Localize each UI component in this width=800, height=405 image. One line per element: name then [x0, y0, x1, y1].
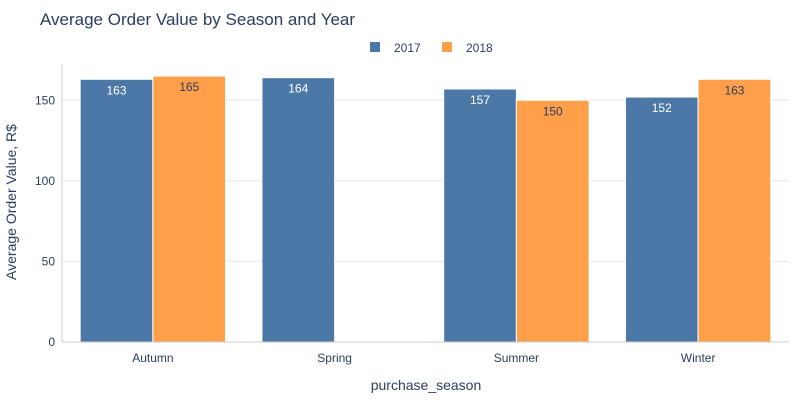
- axis-layer: 0 50 100 150 Autumn Spring Summer Winter: [35, 64, 789, 365]
- bar: [79, 78, 154, 343]
- x-tick-label: Spring: [317, 351, 352, 365]
- x-axis-title: purchase_season: [371, 377, 482, 393]
- x-tick-label: Summer: [494, 351, 539, 365]
- legend-item[interactable]: 2018: [442, 41, 493, 55]
- legend[interactable]: 2017 2018: [370, 41, 493, 55]
- bar-layer: [79, 75, 772, 343]
- legend-swatch: [370, 42, 380, 52]
- legend-swatch: [442, 42, 452, 52]
- y-axis-title: Average Order Value, R$: [3, 124, 19, 280]
- data-label: 165: [179, 80, 199, 94]
- y-tick-label: 50: [42, 254, 56, 268]
- chart-title: Average Order Value by Season and Year: [40, 10, 356, 29]
- x-tick-label: Winter: [681, 351, 716, 365]
- bar: [443, 88, 517, 343]
- data-label: 163: [724, 83, 744, 97]
- data-label: 150: [543, 104, 563, 118]
- bar: [697, 78, 772, 343]
- label-layer: 163 165 164 157 150 152 163: [107, 80, 745, 118]
- bar: [261, 77, 336, 343]
- bar: [152, 75, 227, 343]
- bar: [515, 99, 590, 343]
- data-label: 152: [652, 101, 672, 115]
- data-label: 164: [288, 82, 308, 96]
- x-tick-label: Autumn: [132, 351, 173, 365]
- y-tick-label: 150: [35, 93, 55, 107]
- data-label: 163: [107, 83, 127, 97]
- y-tick-label: 100: [35, 174, 55, 188]
- legend-label: 2017: [394, 41, 421, 55]
- legend-item[interactable]: 2017: [370, 41, 421, 55]
- legend-label: 2018: [466, 41, 493, 55]
- bar: [624, 96, 699, 343]
- y-tick-label: 0: [48, 335, 55, 349]
- data-label: 157: [470, 93, 490, 107]
